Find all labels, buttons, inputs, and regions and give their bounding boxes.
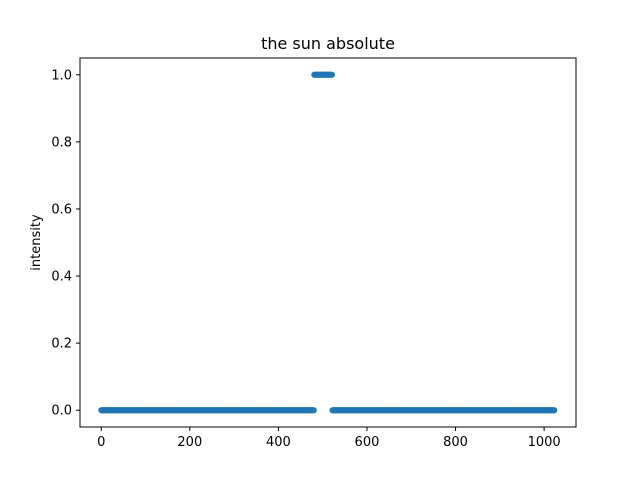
x-tick-label: 400 — [266, 435, 291, 450]
data-point — [328, 71, 335, 78]
y-tick-label: 0.4 — [51, 270, 72, 285]
x-tick-label: 1000 — [528, 435, 561, 450]
y-tick-label: 0.6 — [51, 202, 72, 217]
axes-frame — [79, 57, 577, 428]
y-axis-label: intensity — [29, 214, 44, 271]
x-tick-label: 200 — [177, 435, 202, 450]
data-point — [310, 407, 317, 414]
y-axis: 0.0 0.2 0.4 0.6 0.8 1.0 — [51, 68, 80, 419]
x-axis: 0 200 400 600 800 1000 — [97, 427, 561, 450]
x-tick-label: 0 — [97, 435, 105, 450]
y-tick-label: 0.0 — [51, 404, 72, 419]
x-tick-label: 600 — [355, 435, 380, 450]
data-points — [98, 71, 558, 414]
y-tick-label: 1.0 — [51, 68, 72, 83]
chart-title: the sun absolute — [261, 34, 395, 53]
y-tick-label: 0.8 — [51, 135, 72, 150]
y-tick-label: 0.2 — [51, 337, 72, 352]
x-tick-label: 800 — [443, 435, 468, 450]
data-point — [551, 407, 558, 414]
